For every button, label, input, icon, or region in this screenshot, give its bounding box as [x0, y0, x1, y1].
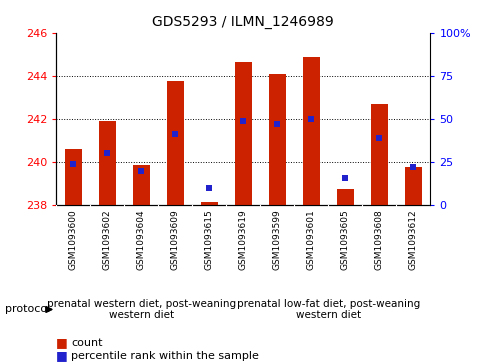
Text: percentile rank within the sample: percentile rank within the sample [71, 351, 258, 361]
Bar [166, 81, 183, 205]
Text: ■: ■ [56, 349, 68, 362]
Text: protocol: protocol [5, 305, 50, 314]
Bar [99, 121, 116, 205]
Bar [336, 189, 353, 205]
Bar [302, 57, 319, 205]
Text: prenatal low-fat diet, post-weaning
western diet: prenatal low-fat diet, post-weaning west… [236, 299, 419, 320]
Text: ■: ■ [56, 337, 68, 350]
Text: GSM1093599: GSM1093599 [272, 209, 281, 270]
Text: GSM1093608: GSM1093608 [374, 209, 383, 270]
Title: GDS5293 / ILMN_1246989: GDS5293 / ILMN_1246989 [152, 15, 333, 29]
Bar [404, 167, 421, 205]
Bar [234, 62, 251, 205]
Text: GSM1093604: GSM1093604 [137, 209, 145, 270]
Text: prenatal western diet, post-weaning
western diet: prenatal western diet, post-weaning west… [46, 299, 235, 320]
Text: GSM1093612: GSM1093612 [408, 209, 417, 270]
Bar [370, 104, 387, 205]
Text: GSM1093615: GSM1093615 [204, 209, 213, 270]
Text: GSM1093619: GSM1093619 [238, 209, 247, 270]
Text: GSM1093609: GSM1093609 [170, 209, 180, 270]
Text: GSM1093605: GSM1093605 [340, 209, 349, 270]
Bar [132, 165, 149, 205]
Text: GSM1093600: GSM1093600 [69, 209, 78, 270]
Text: GSM1093602: GSM1093602 [102, 209, 112, 270]
Text: GSM1093601: GSM1093601 [306, 209, 315, 270]
Text: count: count [71, 338, 102, 348]
Bar [201, 202, 217, 205]
Bar [64, 149, 81, 205]
Bar [268, 74, 285, 205]
